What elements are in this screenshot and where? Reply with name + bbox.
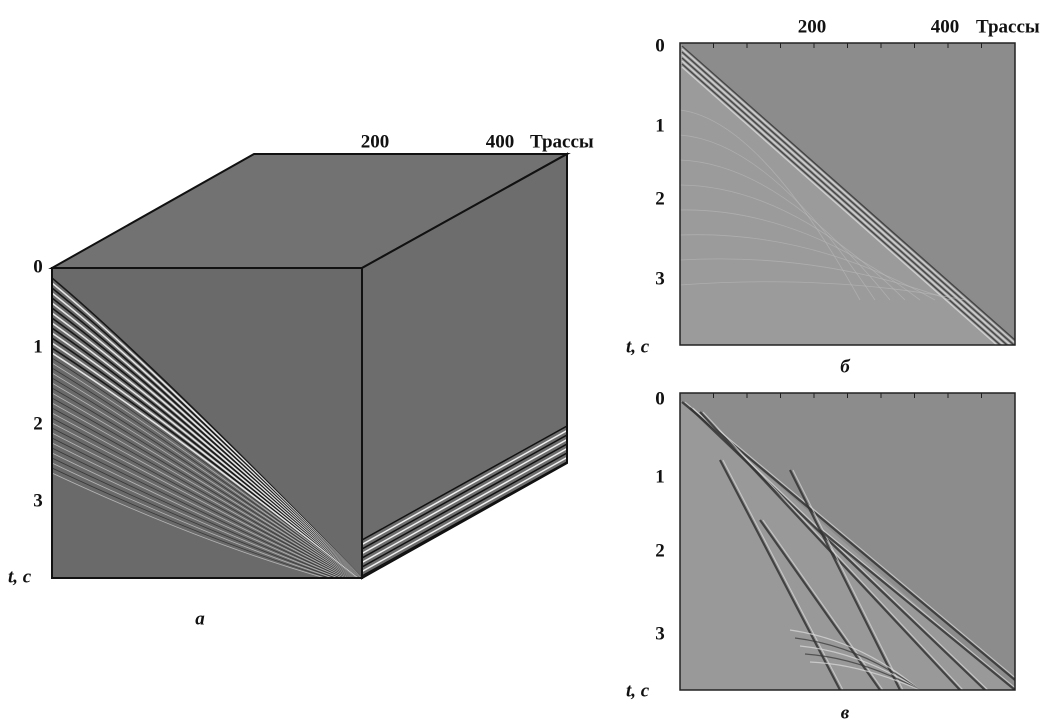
caption: а bbox=[195, 608, 205, 629]
x-tick-label: 200 bbox=[361, 131, 390, 152]
y-tick-label: 2 bbox=[33, 413, 43, 434]
x-axis-label: Трассы bbox=[976, 16, 1040, 37]
x-tick-label: 200 bbox=[798, 16, 827, 37]
y-axis-label: t, с bbox=[626, 680, 650, 701]
x-tick-label: 400 bbox=[486, 131, 515, 152]
y-tick-label: 1 bbox=[655, 466, 665, 487]
x-tick-label: 400 bbox=[931, 16, 960, 37]
caption: в bbox=[841, 702, 850, 723]
figure: 200 400 Трассы 0 1 2 3 t, с а 200 400 Тр… bbox=[0, 0, 1064, 728]
y-tick-label: 2 bbox=[655, 188, 665, 209]
y-axis-label: t, с bbox=[626, 336, 650, 357]
caption: б bbox=[840, 356, 851, 377]
y-tick-label: 0 bbox=[33, 256, 43, 277]
y-axis-label: t, с bbox=[8, 566, 32, 587]
y-tick-label: 0 bbox=[655, 388, 665, 409]
y-tick-label: 3 bbox=[33, 490, 43, 511]
y-tick-label: 1 bbox=[33, 336, 43, 357]
y-tick-label: 0 bbox=[655, 35, 665, 56]
x-axis-label: Трассы bbox=[530, 131, 594, 152]
y-tick-label: 3 bbox=[655, 623, 665, 644]
y-tick-label: 1 bbox=[655, 115, 665, 136]
y-tick-label: 3 bbox=[655, 268, 665, 289]
y-tick-label: 2 bbox=[655, 540, 665, 561]
